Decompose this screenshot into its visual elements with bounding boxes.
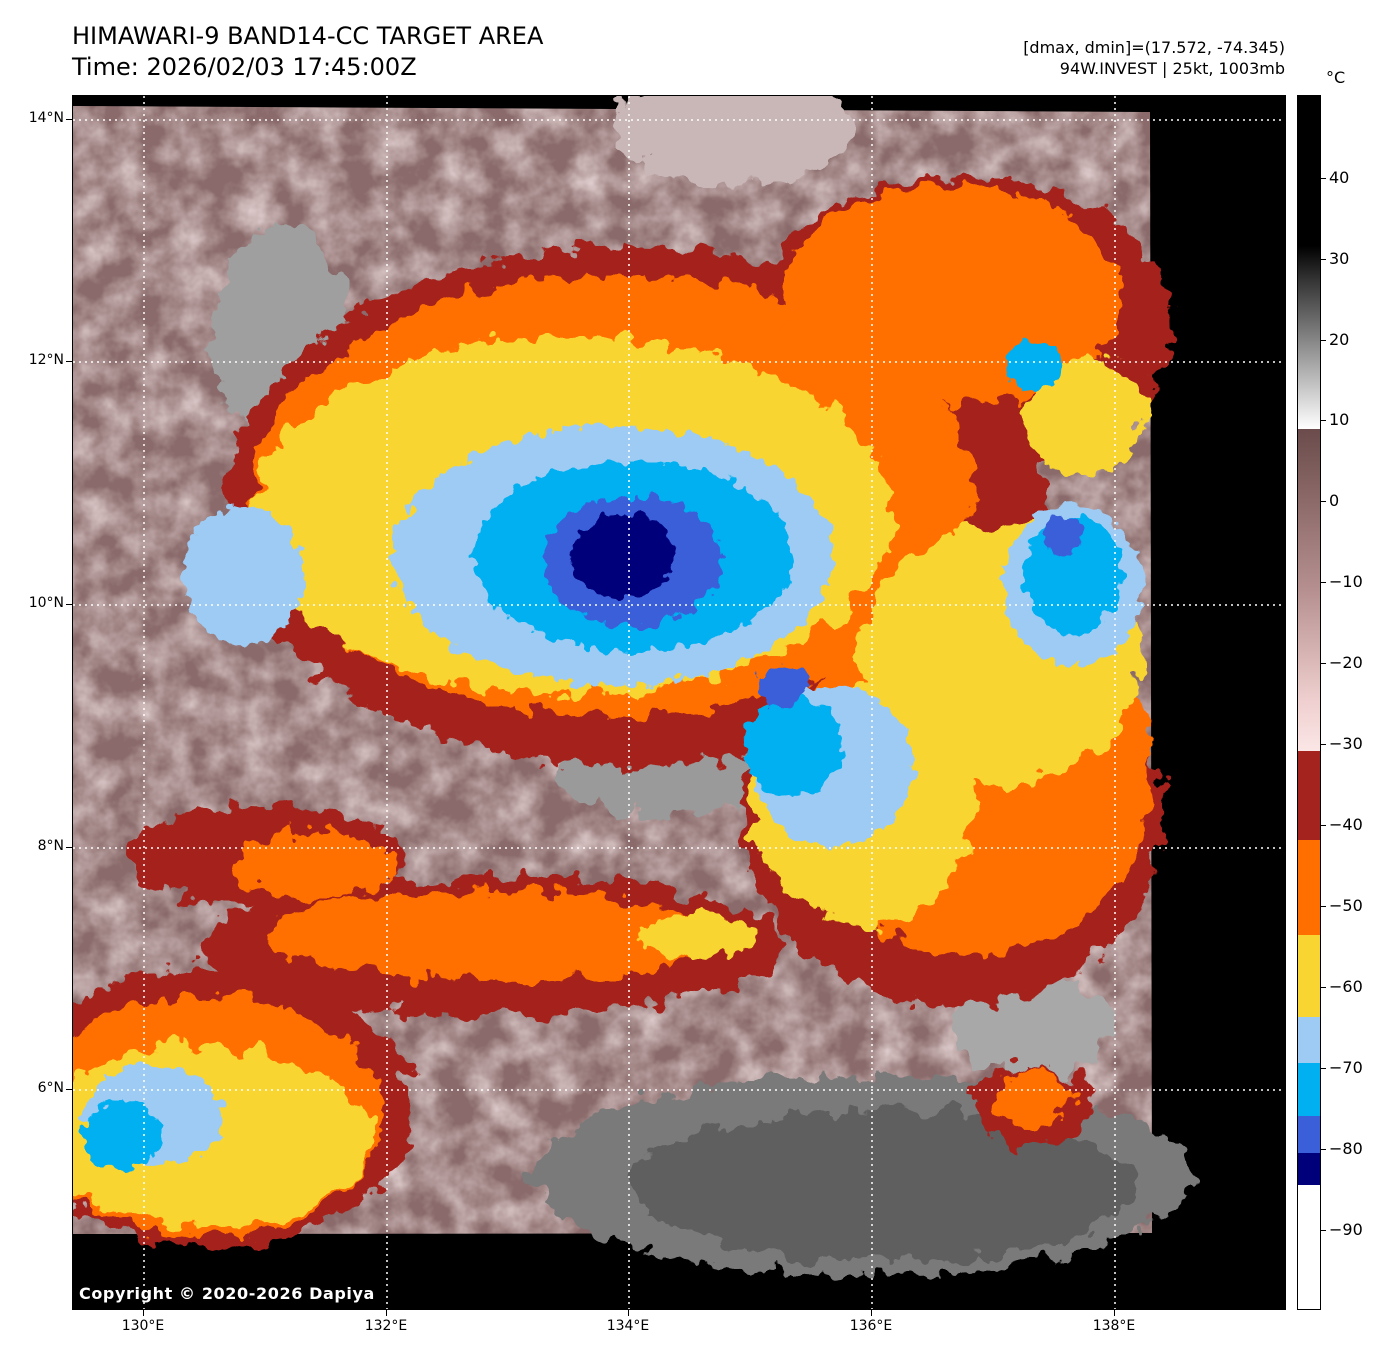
lon-label-134e: 134°E — [606, 1318, 650, 1334]
colorbar-tick — [1321, 906, 1326, 907]
colorbar-unit: °C — [1326, 68, 1346, 87]
colorbar-label: −50 — [1329, 896, 1363, 915]
chart-title: HIMAWARI-9 BAND14-CC TARGET AREA — [72, 22, 544, 50]
lat-tick — [66, 361, 72, 362]
colorbar-label: −40 — [1329, 815, 1363, 834]
lat-label-12n: 12°N — [28, 352, 64, 368]
colorbar-label: −10 — [1329, 572, 1363, 591]
colorbar-tick — [1321, 259, 1326, 260]
colorbar-label: 40 — [1329, 168, 1350, 187]
lon-label-130e: 130°E — [121, 1318, 165, 1334]
lon-tick — [1114, 1310, 1115, 1316]
colorbar-label: −80 — [1329, 1139, 1363, 1158]
colorbar-tick — [1321, 1149, 1326, 1150]
colorbar-tick — [1321, 501, 1326, 502]
copyright-text: Copyright © 2020-2026 Dapiya — [79, 1284, 375, 1303]
lat-label-14n: 14°N — [28, 110, 64, 126]
colorbar-tick — [1321, 1068, 1326, 1069]
colorbar-tick — [1321, 582, 1326, 583]
image-area — [73, 96, 1193, 1276]
lon-label-138e: 138°E — [1092, 1318, 1136, 1334]
time-subtitle: Time: 2026/02/03 17:45:00Z — [72, 53, 417, 81]
colorbar-tick — [1321, 1230, 1326, 1231]
lon-label-132e: 132°E — [364, 1318, 408, 1334]
lon-tick — [143, 1310, 144, 1316]
colorbar-tick — [1321, 340, 1326, 341]
colorbar-label: 30 — [1329, 249, 1350, 268]
lat-label-6n: 6°N — [37, 1080, 64, 1096]
lon-label-136e: 136°E — [849, 1318, 893, 1334]
colorbar-tick — [1321, 663, 1326, 664]
colorbar-label: −90 — [1329, 1220, 1363, 1239]
lat-tick — [66, 1089, 72, 1090]
storm-info: 94W.INVEST | 25kt, 1003mb — [1059, 59, 1285, 78]
colorbar-label: 20 — [1329, 330, 1350, 349]
lon-tick — [871, 1310, 872, 1316]
colorbar-label: 10 — [1329, 410, 1350, 429]
dmax-dmin-readout: [dmax, dmin]=(17.572, -74.345) — [1023, 38, 1285, 57]
lat-label-10n: 10°N — [28, 595, 64, 611]
colorbar-gradient — [1298, 96, 1320, 1309]
colorbar — [1297, 95, 1321, 1310]
colorbar-tick — [1321, 825, 1326, 826]
satellite-imagery — [73, 96, 1285, 1309]
colorbar-tick — [1321, 178, 1326, 179]
colorbar-tick — [1321, 744, 1326, 745]
colorbar-label: −20 — [1329, 653, 1363, 672]
colorbar-label: −70 — [1329, 1058, 1363, 1077]
colorbar-tick — [1321, 987, 1326, 988]
colorbar-label: 0 — [1329, 491, 1340, 510]
lat-tick — [66, 119, 72, 120]
colorbar-tick — [1321, 420, 1326, 421]
colorbar-label: −60 — [1329, 977, 1363, 996]
lon-tick — [386, 1310, 387, 1316]
lat-tick — [66, 604, 72, 605]
lat-label-8n: 8°N — [37, 838, 64, 854]
satellite-map[interactable]: Copyright © 2020-2026 Dapiya — [72, 95, 1286, 1310]
lon-tick — [628, 1310, 629, 1316]
colorbar-label: −30 — [1329, 734, 1363, 753]
lat-tick — [66, 847, 72, 848]
gridlines — [73, 96, 1285, 1309]
